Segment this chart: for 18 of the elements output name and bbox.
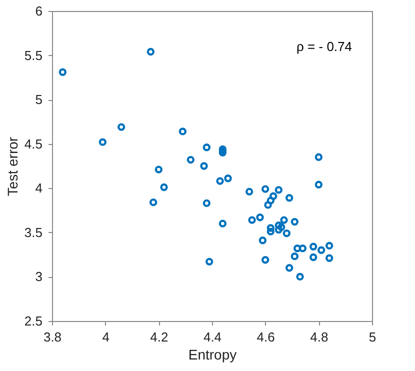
x-tick-label: 4.8 — [310, 330, 328, 344]
x-tick-label: 4.2 — [150, 330, 168, 344]
y-tick-label: 3 — [35, 269, 42, 284]
y-tick-label: 4.5 — [24, 136, 42, 152]
y-tick-label: 3.5 — [24, 224, 42, 240]
y-tick-label: 5.5 — [24, 48, 42, 63]
y-tick-label: 2.5 — [24, 314, 42, 328]
x-tick-label: 4.4 — [203, 330, 222, 344]
x-tick-label: 4.6 — [256, 330, 275, 344]
y-tick-label: 5 — [35, 92, 42, 108]
x-tick-label: 5 — [368, 330, 376, 344]
x-tick-label: 3.8 — [43, 330, 62, 344]
y-tick-label: 6 — [35, 4, 42, 18]
x-axis-title: Entropy — [188, 346, 237, 362]
x-tick-label: 4 — [102, 330, 110, 344]
annotation: ρ = - 0.74 — [296, 39, 352, 54]
y-axis-title: Test error — [4, 136, 20, 196]
y-tick-label: 4 — [35, 180, 42, 196]
